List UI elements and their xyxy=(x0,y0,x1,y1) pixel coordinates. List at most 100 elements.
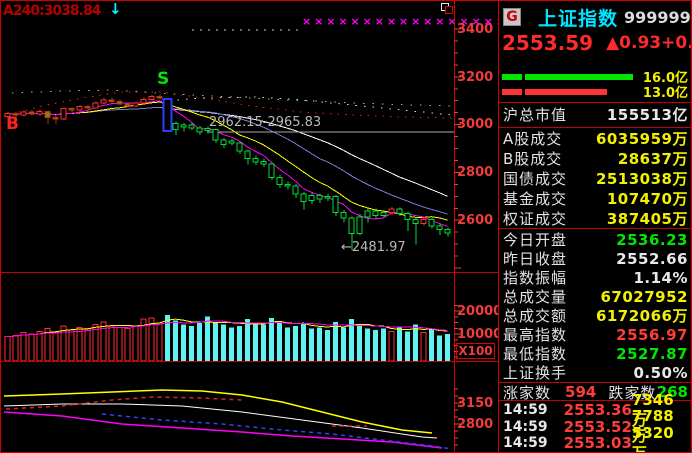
stat-label: 总成交量 xyxy=(503,288,568,306)
stat-row: B股成交 28637万 xyxy=(499,149,691,169)
stat-row: 权证成交 387405万 xyxy=(499,208,691,228)
stat-row: 最低指数 2527.87 xyxy=(499,344,691,364)
volume-unit-label: X100 xyxy=(456,343,495,359)
tick-price: 2553.36 xyxy=(563,401,632,420)
panel-separator xyxy=(499,127,691,128)
stat-label: 指数振幅 xyxy=(503,269,568,287)
tick-row: 14:59 2553.36 7346万 xyxy=(499,391,691,429)
restore-window-icon[interactable] xyxy=(441,3,454,15)
buy-volume-label: 16.0亿 xyxy=(642,71,688,86)
stat-value: 2556.97 xyxy=(616,325,688,344)
stat-row: A股成交 6035959万 xyxy=(499,129,691,149)
stat-value: 6172066万 xyxy=(595,307,688,325)
sell-volume-label: 13.0亿 xyxy=(642,86,688,101)
stat-label: A股成交 xyxy=(503,130,563,149)
axis-tick-label: 2800 xyxy=(457,165,494,180)
price-axis-line xyxy=(454,1,455,452)
tick-time: 14:59 xyxy=(503,418,548,435)
axis-tick-label: 2800 xyxy=(457,417,494,432)
stat-label: 今日开盘 xyxy=(503,231,568,249)
index-name[interactable]: 上证指数 xyxy=(538,7,619,30)
stat-value: 28637万 xyxy=(617,150,688,169)
stat-label: 国债成交 xyxy=(503,170,568,188)
axis-tick-label: 3400 xyxy=(457,22,494,37)
panel-divider xyxy=(498,1,499,452)
restore-square-front xyxy=(445,6,453,14)
tick-amount: 7346万 xyxy=(631,390,674,429)
quote-panel: G 上证指数 999999 2553.59 ▲0.93 +0.04 16.0亿 … xyxy=(499,1,691,453)
stats-rows: 今日开盘 2536.23 昨日收盘 2552.66 指数振幅 1.14% 总成交量 67027… xyxy=(499,230,691,383)
volume-overview-divider xyxy=(1,361,498,362)
axis-tick-label: 20000 xyxy=(457,304,503,319)
axis-tick-label: 3200 xyxy=(457,70,494,85)
tick-row: 14:59 2553.03 5320万 xyxy=(499,424,691,453)
indicator-a240-label: A240:3038.84 xyxy=(3,3,101,19)
down-arrow-icon: ↓ xyxy=(109,0,122,18)
sell-volume-bar-seg2 xyxy=(525,89,607,95)
stat-label: 基金成交 xyxy=(503,189,568,208)
stat-value: 155513亿 xyxy=(606,106,688,124)
volume-chart[interactable] xyxy=(2,273,454,362)
tick-list: 14:59 2553.36 7346万 14:59 2553.52 7788万 14:59 2… xyxy=(499,391,691,453)
sell-volume-bar-seg1 xyxy=(502,89,522,95)
stat-value: 2536.23 xyxy=(616,230,688,249)
stat-value: 67027952 xyxy=(600,287,688,306)
index-code: 999999 xyxy=(624,7,691,27)
axis-tick-label: 10000 xyxy=(457,327,503,342)
quote-title-row: G 上证指数 999999 xyxy=(499,5,691,30)
stat-label: 昨日收盘 xyxy=(503,250,568,268)
chart-volume-divider xyxy=(1,272,498,273)
resistance-range-label: 2962.15-2965.83 xyxy=(209,115,322,130)
stat-row: 今日开盘 2536.23 xyxy=(499,230,691,250)
axis-tick-label: 3150 xyxy=(457,396,494,411)
buy-volume-bar-seg2 xyxy=(525,74,633,80)
decliners-count: 268 xyxy=(656,383,688,401)
tick-amount: 5320万 xyxy=(631,423,674,453)
stat-row: 上证换手 0.50% xyxy=(499,363,691,383)
stat-row: 总成交量 67027952 xyxy=(499,287,691,307)
stat-value: 107470万 xyxy=(606,189,688,208)
last-price: 2553.59 xyxy=(502,31,594,55)
stat-value: 0.50% xyxy=(633,363,688,382)
stat-label: B股成交 xyxy=(503,150,563,169)
stat-label: 总成交额 xyxy=(503,307,568,325)
stat-value: 1.14% xyxy=(633,268,688,287)
sell-signal-marker: S xyxy=(157,69,170,89)
buy-volume-bar-seg1 xyxy=(502,74,522,80)
price-change: ▲0.93 xyxy=(606,33,662,53)
tick-price: 2553.03 xyxy=(563,434,632,453)
stat-label: 最高指数 xyxy=(503,326,568,344)
panel-separator xyxy=(499,382,691,383)
buy-signal-marker: B xyxy=(6,114,19,134)
market-cap-rows: 沪总市值 155513亿 xyxy=(499,104,691,125)
advancers-label: 涨家数 xyxy=(503,383,552,402)
main-candlestick-chart[interactable] xyxy=(2,2,454,272)
stat-row: 最高指数 2556.97 xyxy=(499,325,691,345)
stat-row: 总成交额 6172066万 xyxy=(499,306,691,325)
stat-label: 沪总市值 xyxy=(503,106,568,124)
panel-separator xyxy=(499,400,691,401)
turnover-rows: A股成交 6035959万 B股成交 28637万 国债成交 2513038万 基金成交 10… xyxy=(499,129,691,228)
decliners-label: 跌家数 xyxy=(608,383,657,402)
overview-line-chart[interactable] xyxy=(2,362,454,452)
signal-x-markers: ××××××××××××××××× xyxy=(302,15,508,28)
tick-amount: 7788万 xyxy=(631,407,674,446)
low-point-label: ←2481.97 xyxy=(341,240,406,255)
panel-separator xyxy=(499,102,691,103)
quote-price-row: 2553.59 ▲0.93 +0.04 xyxy=(499,31,691,55)
stat-value: 2552.66 xyxy=(616,249,688,268)
stat-value: 6035959万 xyxy=(595,130,688,149)
stat-value: 387405万 xyxy=(606,209,688,228)
g-badge[interactable]: G xyxy=(503,8,521,26)
advancers-count: 594 xyxy=(565,383,597,401)
panel-separator xyxy=(499,228,691,229)
axis-tick-label: 3000 xyxy=(457,117,494,132)
tick-price: 2553.52 xyxy=(563,417,632,436)
tick-row: 14:59 2553.52 7788万 xyxy=(499,407,691,445)
price-change-pct: +0.04 xyxy=(661,33,691,53)
stat-row: 基金成交 107470万 xyxy=(499,188,691,208)
tick-time: 14:59 xyxy=(503,402,548,419)
stat-label: 最低指数 xyxy=(503,345,568,363)
tick-time: 14:59 xyxy=(503,435,548,452)
stat-row: 沪总市值 155513亿 xyxy=(499,104,691,125)
